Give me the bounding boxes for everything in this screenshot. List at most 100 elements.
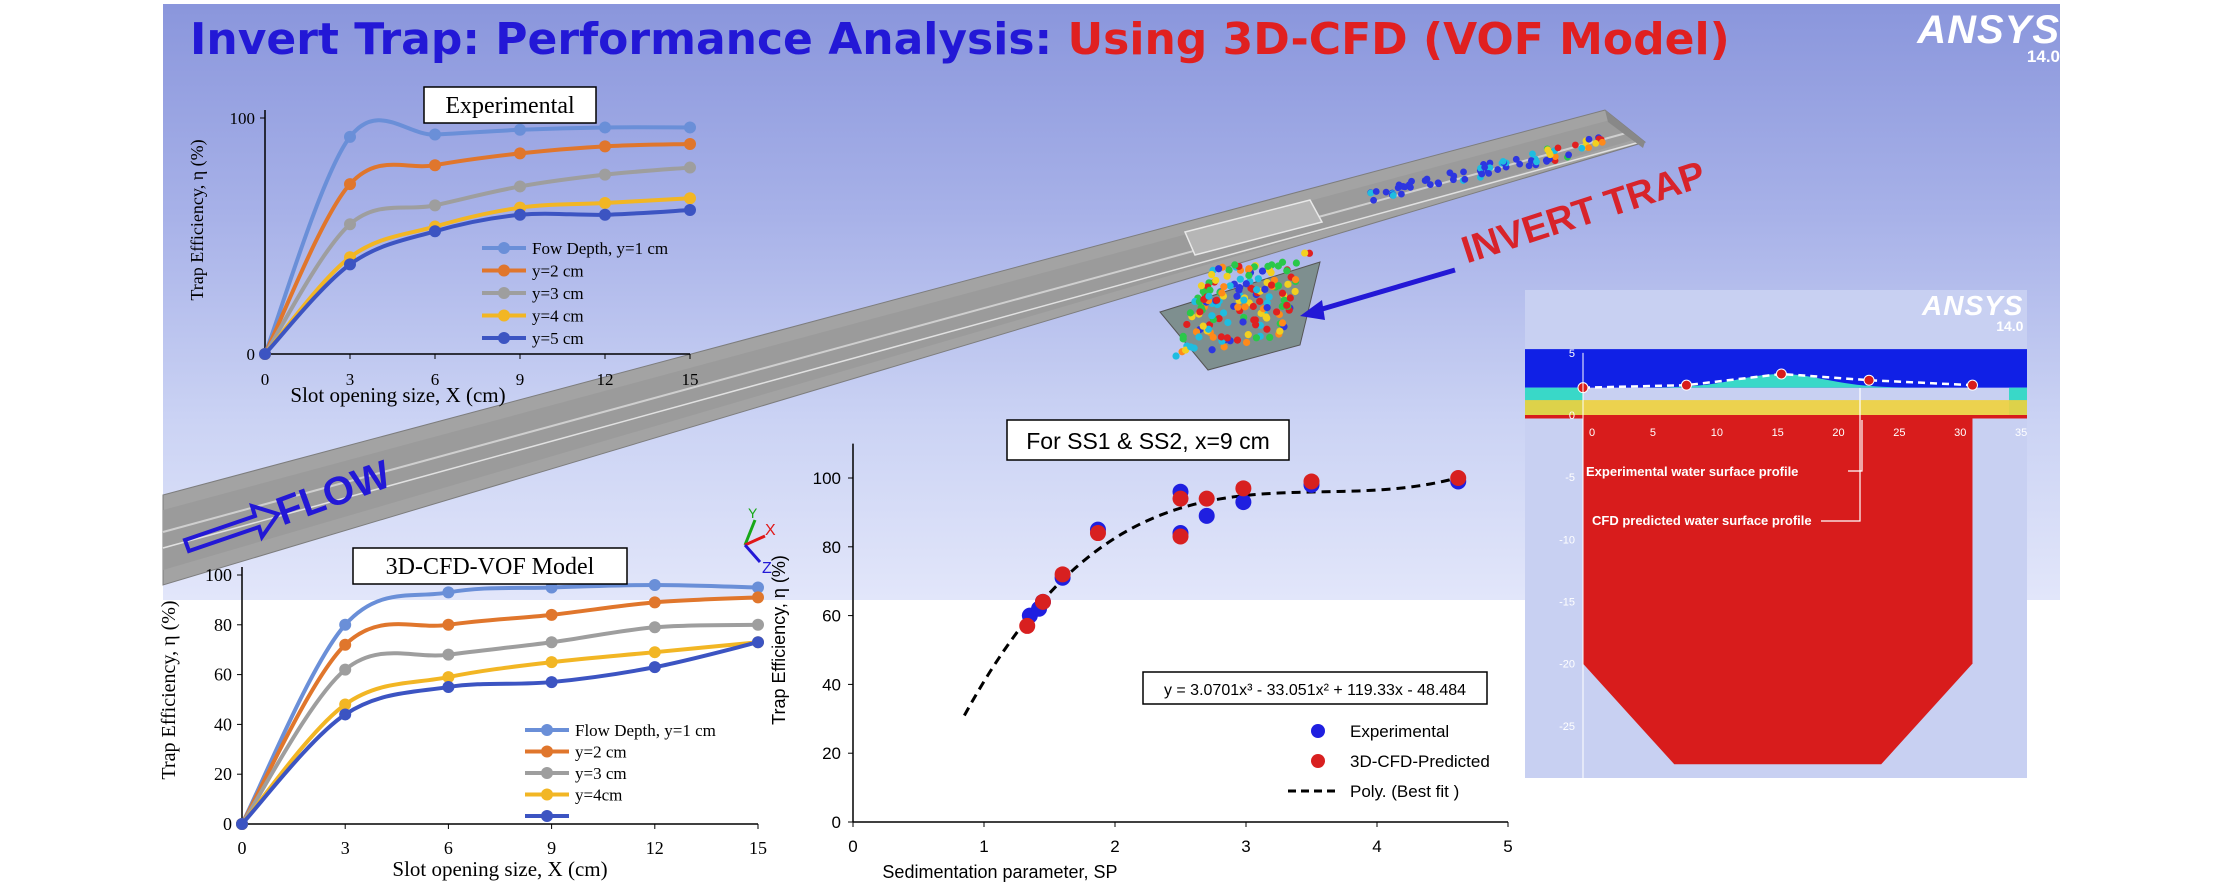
series-line	[240, 640, 759, 826]
legend-marker	[498, 264, 510, 277]
x-tick-label: 15	[1772, 427, 1784, 439]
data-point	[1034, 593, 1051, 610]
y-tick-label: 20	[214, 764, 232, 784]
data-point	[648, 596, 661, 609]
sediment-particle	[1249, 302, 1257, 311]
y-tick-label: -25	[1559, 721, 1575, 733]
sediment-particle	[1571, 141, 1579, 149]
series-line	[263, 208, 691, 356]
sediment-particle	[1286, 294, 1294, 302]
sediment-particle	[1267, 269, 1275, 277]
sediment-particle	[1485, 169, 1493, 177]
x-tick-label: 20	[1832, 427, 1844, 439]
data-point	[648, 621, 661, 634]
flow-arrow-icon	[182, 502, 282, 554]
sediment-particle	[1250, 316, 1258, 324]
y-tick-label: 100	[230, 109, 256, 128]
y-tick-label: -20	[1559, 659, 1575, 671]
channel-edge-line	[162, 141, 1641, 549]
data-point	[1863, 374, 1875, 386]
legend-marker	[498, 332, 510, 344]
sediment-particle	[1266, 333, 1274, 342]
coordinate-triad-icon: Y X Z	[743, 505, 776, 577]
x-tick-label: 0	[261, 370, 270, 389]
sediment-particle	[1242, 338, 1251, 347]
trap-sediment-particles	[1172, 249, 1314, 360]
data-point	[339, 618, 352, 631]
sediment-particle	[1235, 286, 1243, 294]
sediment-particle	[1217, 333, 1225, 341]
y-tick-label: 5	[1569, 348, 1575, 360]
bed-region	[1525, 415, 2027, 419]
chart-title: Experimental	[445, 93, 575, 119]
data-point	[442, 586, 455, 599]
sediment-particle	[1284, 280, 1292, 288]
legend-marker	[541, 767, 553, 779]
legend-label: y=2 cm	[575, 743, 627, 762]
data-point	[648, 646, 661, 659]
sediment-particle	[1245, 265, 1253, 273]
sediment-particle	[1197, 282, 1206, 290]
cfd-vof-chart: 0 3 6 9 12 15 0 20 40 60 80 100 3D-CFD-VOF Model Sl…	[158, 547, 767, 881]
data-point	[599, 121, 611, 134]
legend-label: y=4 cm	[532, 307, 584, 326]
sediment-particle	[1256, 297, 1264, 305]
legend-label: Experimental	[1350, 722, 1449, 741]
data-point	[259, 348, 271, 360]
x-tick-label: 15	[682, 370, 699, 389]
sediment-particle	[1421, 177, 1429, 184]
sediment-particle	[1186, 309, 1194, 317]
legend-marker	[541, 788, 553, 801]
series-line	[263, 165, 691, 356]
data-point	[1054, 566, 1071, 583]
sediment-particle	[1434, 179, 1442, 187]
sediment-particle	[1236, 275, 1244, 283]
data-point	[514, 123, 526, 136]
x-tick-label: 3	[1241, 837, 1250, 856]
sediment-particle	[1598, 138, 1606, 146]
sediment-particle	[1499, 158, 1507, 165]
sediment-particle	[1283, 301, 1291, 309]
sediment-particle	[1208, 346, 1216, 354]
x-tick-label: 9	[516, 370, 525, 389]
data-point	[442, 671, 455, 684]
trap-region	[1583, 417, 1973, 765]
legend-marker	[541, 745, 553, 758]
series-line	[240, 595, 759, 825]
sediment-particle	[1239, 318, 1247, 326]
x-tick-label: 2	[1110, 837, 1119, 856]
sediment-particle	[1512, 155, 1520, 163]
x-tick-label: 3	[341, 838, 350, 858]
sediment-particle	[1253, 286, 1261, 294]
x-tick-label: 12	[646, 838, 664, 858]
ansys-logo: ANSYS 14.0	[1917, 8, 2060, 67]
channel-sediment-particles	[1367, 134, 1606, 204]
data-point	[429, 159, 441, 172]
experimental-chart: 0 3 6 9 12 15 0 100 Experimental Slot opening s…	[187, 86, 699, 407]
legend-label: y=4cm	[575, 786, 622, 805]
sediment-particle	[1190, 344, 1198, 352]
sediment-particle	[1247, 284, 1255, 292]
sediment-particle	[1223, 272, 1231, 280]
sediment-particle	[1291, 287, 1299, 296]
y-tick-label: -5	[1565, 472, 1575, 484]
data-point	[1450, 470, 1467, 486]
sediment-particle	[1215, 314, 1223, 323]
data-point	[648, 578, 661, 591]
y-tick-label: 100	[205, 565, 232, 585]
ansys-inset-logo-version: 14.0	[1996, 318, 2024, 334]
sediment-particle	[1252, 334, 1261, 342]
sediment-particle	[1478, 170, 1486, 178]
series-line	[240, 640, 759, 826]
chart-title-box	[423, 86, 597, 124]
sediment-particle	[1278, 319, 1287, 327]
sediment-particle	[1208, 312, 1216, 320]
x-tick-label: 10	[1711, 427, 1723, 439]
data-point	[1775, 368, 1787, 380]
x-tick-label: 9	[547, 838, 556, 858]
y-tick-label: 80	[214, 615, 232, 635]
data-point	[339, 663, 352, 676]
sediment-particle	[1546, 151, 1554, 159]
sediment-particle	[1565, 151, 1573, 159]
